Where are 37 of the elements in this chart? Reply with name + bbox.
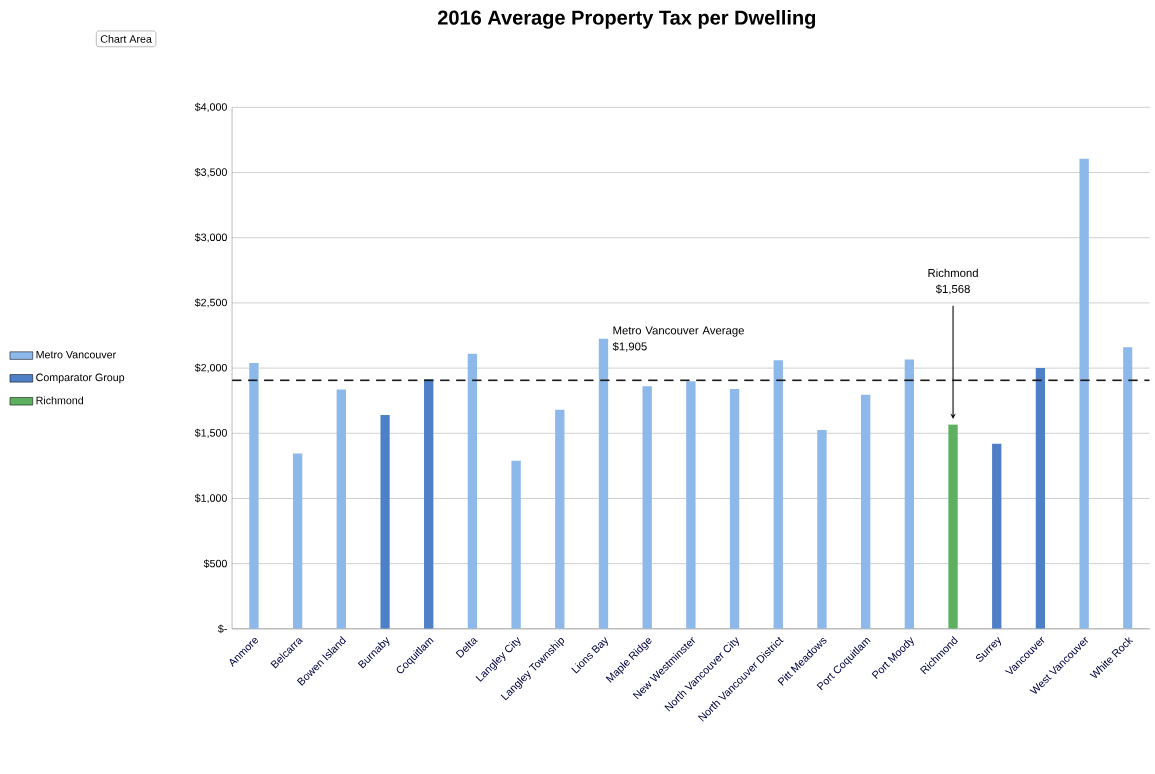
bar: [817, 430, 827, 630]
text: Chart Area: [100, 35, 152, 43]
bar: [336, 389, 346, 630]
legend-label: Richmond: [36, 396, 84, 405]
y-tick-label: $2,500: [194, 298, 227, 308]
bar: [555, 410, 565, 630]
bar: [686, 381, 696, 630]
annotation: Richmond $1,568: [928, 268, 978, 295]
bar: [1035, 368, 1046, 630]
legend-label: Comparator Group: [36, 373, 125, 384]
ref-line-label: Metro Vancouver Average $1,905: [612, 326, 744, 352]
bar: [380, 415, 390, 630]
bar: [467, 353, 478, 630]
bar: [1079, 159, 1089, 630]
bar: [511, 460, 521, 630]
y-tick-label: $3,500: [194, 168, 227, 178]
y-tick-label: $1,000: [194, 494, 227, 504]
y-tick-label: $500: [203, 559, 227, 569]
y-tick-label: $1,500: [194, 428, 227, 439]
y-tick-label: $4,000: [194, 102, 227, 113]
legend-label: Metro Vancouver: [36, 351, 116, 359]
bar: [598, 338, 609, 630]
bar: [729, 389, 740, 630]
bar: [992, 443, 1002, 630]
bar: [773, 360, 783, 630]
bar: [860, 395, 871, 630]
bar: [948, 424, 958, 630]
bar: [249, 363, 259, 630]
y-tick-label: $3,000: [194, 233, 227, 243]
bar: [292, 453, 303, 630]
y-tick-label: $2,000: [194, 363, 227, 373]
bar: [1123, 347, 1133, 630]
bar: [904, 359, 915, 630]
bar: [424, 379, 434, 630]
bar: [642, 386, 652, 630]
y-tick-label: $-: [217, 624, 227, 634]
chart-title: 2016 Average Property Tax per Dwelling: [437, 10, 816, 29]
